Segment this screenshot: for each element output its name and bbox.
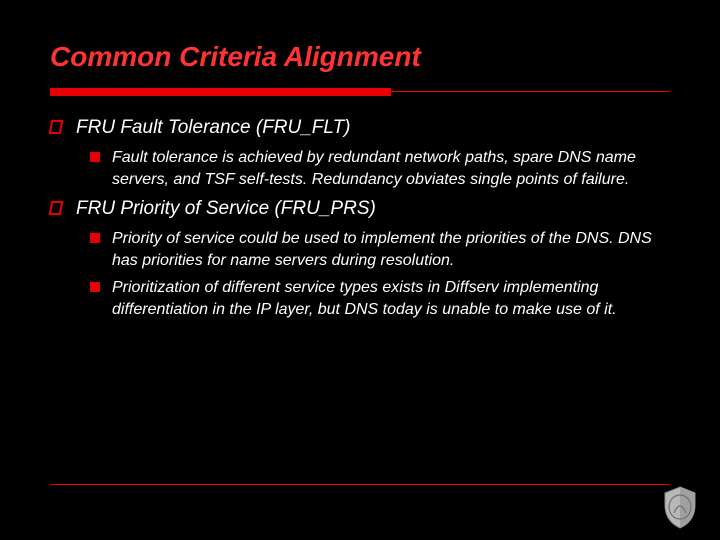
underline-thin <box>391 91 670 93</box>
hollow-square-icon <box>49 201 64 215</box>
list-item-l1: FRU Fault Tolerance (FRU_FLT) <box>50 116 670 140</box>
list-item-l2: Fault tolerance is achieved by redundant… <box>90 147 670 190</box>
slide: Common Criteria Alignment FRU Fault Tole… <box>0 0 720 540</box>
content-body: FRU Fault Tolerance (FRU_FLT) Fault toler… <box>50 110 670 321</box>
list-item-l2-text: Priority of service could be used to imp… <box>112 228 670 271</box>
hollow-square-icon <box>49 120 64 134</box>
underline-thick <box>50 88 391 96</box>
title-underline <box>50 88 670 96</box>
list-item-l2: Prioritization of different service type… <box>90 277 670 320</box>
slide-title: Common Criteria Alignment <box>50 40 670 74</box>
shield-icon <box>660 485 700 530</box>
list-item-l2-text: Fault tolerance is achieved by redundant… <box>112 147 670 190</box>
list-item-l1: FRU Priority of Service (FRU_PRS) <box>50 197 670 221</box>
footer-divider <box>50 484 670 486</box>
filled-square-icon <box>90 282 100 292</box>
list-item-l1-text: FRU Fault Tolerance (FRU_FLT) <box>76 116 351 140</box>
list-item-l1-text: FRU Priority of Service (FRU_PRS) <box>76 197 376 221</box>
filled-square-icon <box>90 233 100 243</box>
list-item-l2: Priority of service could be used to imp… <box>90 228 670 271</box>
list-item-l2-text: Prioritization of different service type… <box>112 277 670 320</box>
filled-square-icon <box>90 152 100 162</box>
